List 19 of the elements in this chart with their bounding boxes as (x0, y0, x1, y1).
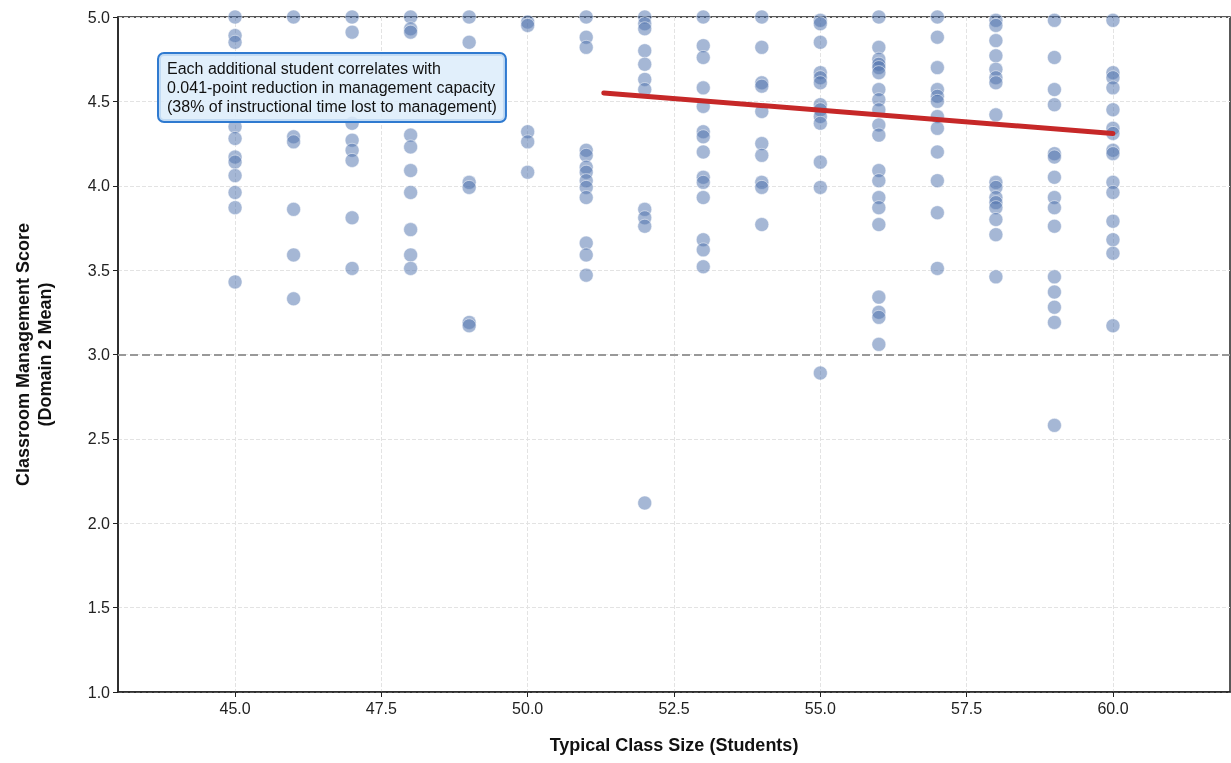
x-axis-title: Typical Class Size (Students) (549, 735, 799, 755)
x-tick-label: 47.5 (365, 699, 398, 717)
y-tick-label: 3.0 (87, 346, 111, 363)
y-tick-label: 4.5 (87, 92, 111, 110)
x-tick-label: 57.5 (951, 699, 983, 717)
y-tick-label: 1.5 (87, 599, 111, 617)
y-tick-label: 4.0 (87, 177, 111, 195)
y-tick-label: 3.5 (87, 261, 111, 279)
y-tick-label: 5.0 (87, 8, 111, 26)
x-tick-label: 52.5 (658, 699, 690, 717)
x-tick-label: 60.0 (1097, 699, 1129, 717)
x-tick-label: 45.0 (219, 699, 251, 717)
y-tick-label: 2.0 (87, 514, 111, 532)
y-axis-title: Classroom Management Score (Domain 2 Mean) (13, 222, 55, 487)
annotation: Each additional student correlates with 0.041-point reduction in management capacity (38% of instructional time lost to management) (167, 60, 497, 115)
y-tick-label: 1.0 (87, 683, 111, 701)
y-tick-label: 2.5 (87, 430, 111, 448)
x-tick-label: 50.0 (512, 699, 544, 717)
x-tick-label: 55.0 (804, 699, 836, 717)
